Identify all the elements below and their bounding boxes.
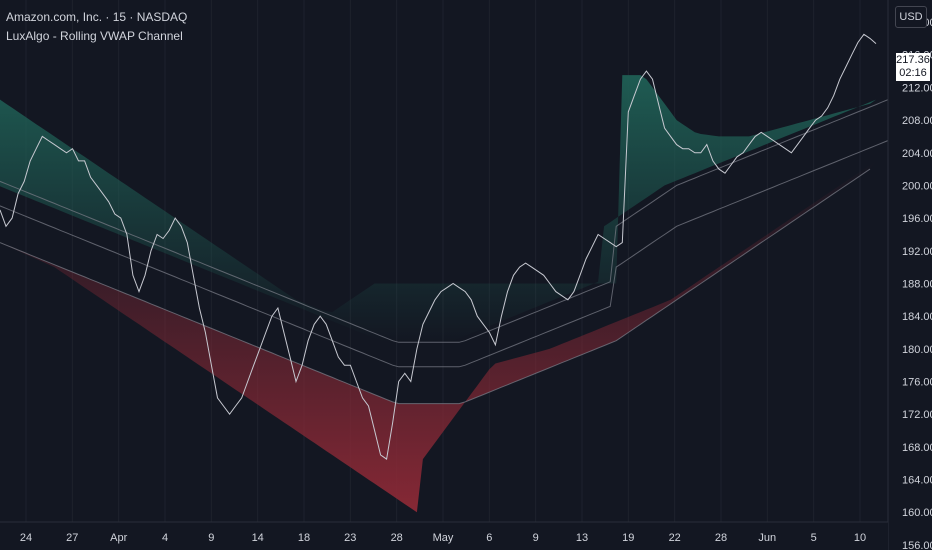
x-tick-label: May <box>433 532 454 544</box>
x-tick-label: 5 <box>811 532 817 544</box>
indicator-title[interactable]: LuxAlgo - Rolling VWAP Channel <box>6 29 183 43</box>
y-tick-label: 180.00 <box>902 344 932 356</box>
current-price-value: 217.36 <box>896 54 930 66</box>
lower-band-fill <box>0 160 876 513</box>
y-tick-label: 172.00 <box>902 409 932 421</box>
y-tick-label: 188.00 <box>902 279 932 291</box>
x-tick-label: 24 <box>20 532 32 544</box>
y-tick-label: 208.00 <box>902 115 932 127</box>
x-tick-label: 9 <box>533 532 539 544</box>
y-tick-label: 176.00 <box>902 377 932 389</box>
x-tick-label: 4 <box>162 532 168 544</box>
x-tick-label: 23 <box>344 532 356 544</box>
y-tick-label: 204.00 <box>902 148 932 160</box>
current-price-badge: 217.36 02:16 <box>896 53 930 81</box>
x-tick-label: 28 <box>391 532 403 544</box>
currency-button[interactable]: USD <box>895 6 927 28</box>
x-tick-label: 9 <box>208 532 214 544</box>
y-tick-label: 160.00 <box>902 507 932 519</box>
channel-line-4 <box>0 168 871 405</box>
y-tick-label: 192.00 <box>902 246 932 258</box>
chart-legend: Amazon.com, Inc. · 15 · NASDAQ LuxAlgo -… <box>6 8 187 46</box>
x-tick-label: Jun <box>758 532 776 544</box>
x-tick-label: 13 <box>576 532 588 544</box>
x-tick-label: 6 <box>486 532 492 544</box>
y-tick-label: 184.00 <box>902 311 932 323</box>
x-tick-label: 28 <box>715 532 727 544</box>
x-tick-label: 18 <box>298 532 310 544</box>
y-tick-label: 196.00 <box>902 213 932 225</box>
x-tick-label: 14 <box>252 532 264 544</box>
time-axis <box>0 522 888 550</box>
price-axis <box>888 0 932 550</box>
bar-countdown: 02:16 <box>899 67 927 79</box>
symbol-title[interactable]: Amazon.com, Inc. · 15 · NASDAQ <box>6 10 188 24</box>
y-tick-label: 164.00 <box>902 475 932 487</box>
channel-line-3 <box>0 140 889 368</box>
channel-line-2 <box>0 99 889 343</box>
y-tick-label: 212.00 <box>902 82 932 94</box>
x-tick-label: Apr <box>110 532 127 544</box>
x-tick-label: 27 <box>66 532 78 544</box>
price-series-line <box>0 33 877 460</box>
y-tick-label: 200.00 <box>902 180 932 192</box>
upper-band-fill <box>0 75 876 343</box>
x-tick-label: 19 <box>622 532 634 544</box>
x-tick-label: 10 <box>854 532 866 544</box>
y-tick-label: 168.00 <box>902 442 932 454</box>
x-tick-label: 22 <box>669 532 681 544</box>
y-tick-label: 156.00 <box>902 540 932 550</box>
